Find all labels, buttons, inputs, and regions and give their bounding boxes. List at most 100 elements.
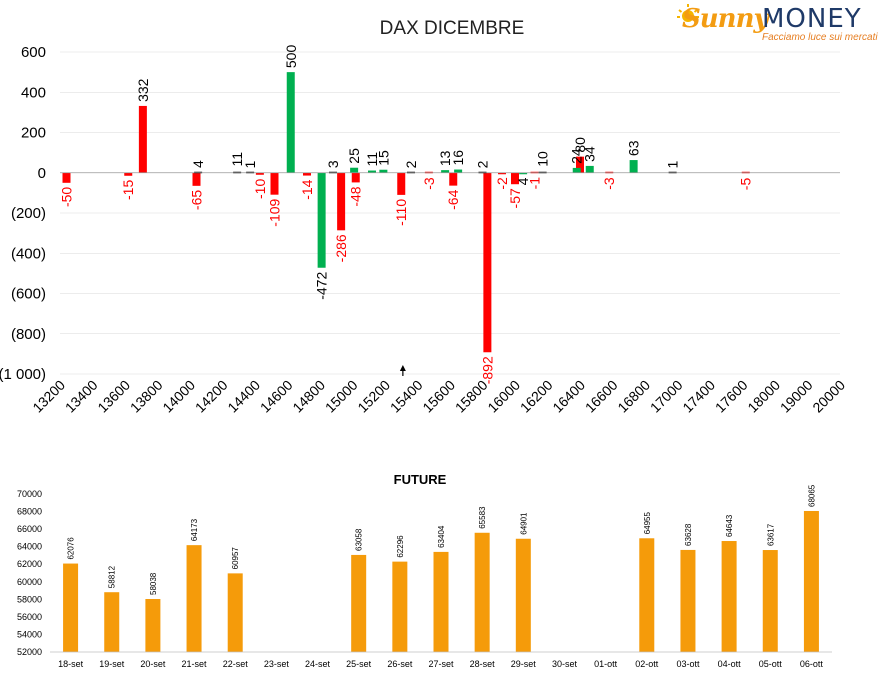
future-x-tick-label: 18-set bbox=[58, 659, 84, 669]
x-tick-label: 16800 bbox=[614, 377, 653, 416]
bar bbox=[286, 72, 295, 173]
future-x-tick-label: 29-set bbox=[511, 659, 537, 669]
x-tick-label: 17400 bbox=[679, 377, 718, 416]
bar bbox=[350, 167, 359, 173]
bar bbox=[317, 172, 326, 268]
future-x-tick-label: 24-set bbox=[305, 659, 331, 669]
data-label: 3 bbox=[325, 160, 341, 168]
data-label: -15 bbox=[120, 180, 136, 200]
future-data-label: 65583 bbox=[478, 506, 487, 529]
chart-title: DAX DICEMBRE bbox=[380, 18, 525, 39]
bar bbox=[449, 172, 458, 186]
data-label: -14 bbox=[299, 179, 315, 199]
bar bbox=[255, 172, 264, 175]
y-tick-label: 200 bbox=[21, 125, 46, 142]
future-data-label: 64901 bbox=[519, 512, 528, 535]
future-x-tick-label: 05-ott bbox=[759, 659, 783, 669]
bar bbox=[124, 172, 133, 176]
bar bbox=[337, 172, 346, 231]
data-label: 11 bbox=[229, 152, 245, 167]
x-tick-label: 16200 bbox=[517, 377, 556, 416]
logo-word-money: MONEY bbox=[762, 4, 862, 34]
data-label: -3 bbox=[601, 177, 617, 190]
future-x-tick-label: 21-set bbox=[182, 659, 208, 669]
sunny-money-logo: Sunny MONEY Facciamo luce sui mercati bbox=[676, 2, 886, 43]
y-tick-label: 0 bbox=[38, 165, 46, 182]
data-label: -50 bbox=[59, 187, 75, 207]
data-label: -3 bbox=[421, 177, 437, 190]
data-label: 10 bbox=[535, 151, 551, 167]
logo-word-sunny: Sunny bbox=[682, 4, 769, 34]
future-y-tick-label: 66000 bbox=[17, 524, 42, 534]
y-tick-label: (600) bbox=[11, 286, 46, 303]
data-label: 500 bbox=[283, 45, 299, 69]
logo-tagline: Facciamo luce sui mercati bbox=[762, 32, 878, 43]
x-tick-label: 15000 bbox=[322, 377, 361, 416]
bar bbox=[519, 172, 528, 175]
data-label: 80 bbox=[572, 137, 588, 153]
bar bbox=[585, 165, 594, 173]
x-tick-label: 14200 bbox=[192, 377, 231, 416]
data-label: 1 bbox=[242, 161, 258, 169]
x-tick-label: 17600 bbox=[712, 377, 751, 416]
future-bar bbox=[474, 532, 490, 652]
bar bbox=[62, 172, 71, 183]
future-chart: FUTURE 70000 68000 66000 64000 62000 60000 5800… bbox=[17, 472, 832, 669]
x-tick-label: 16400 bbox=[549, 377, 588, 416]
future-bar bbox=[145, 598, 161, 652]
data-label: -286 bbox=[333, 234, 349, 262]
data-label: 4 bbox=[190, 160, 206, 168]
bar bbox=[441, 170, 450, 173]
future-bar bbox=[515, 538, 531, 652]
future-y-tick-label: 60000 bbox=[17, 577, 42, 587]
x-tick-label: 14000 bbox=[159, 377, 198, 416]
y-tick-label: (400) bbox=[11, 245, 46, 262]
future-x-tick-label: 28-set bbox=[470, 659, 496, 669]
y-tick-label: (800) bbox=[11, 326, 46, 343]
future-bar bbox=[63, 563, 79, 652]
bar bbox=[454, 169, 463, 173]
future-y-tick-label: 56000 bbox=[17, 612, 42, 622]
future-x-tick-label: 03-ott bbox=[676, 659, 700, 669]
future-y-tick-label: 54000 bbox=[17, 629, 42, 639]
future-x-tick-label: 01-ott bbox=[594, 659, 618, 669]
future-x-tick-label: 25-set bbox=[346, 659, 372, 669]
future-x-tick-label: 23-set bbox=[264, 659, 290, 669]
data-label: 25 bbox=[346, 148, 362, 164]
future-data-label: 63628 bbox=[684, 523, 693, 546]
future-bar bbox=[721, 541, 737, 652]
future-bar bbox=[433, 551, 449, 652]
future-data-label: 68065 bbox=[807, 484, 816, 507]
data-label: 13 bbox=[437, 150, 453, 166]
x-tick-label: 15600 bbox=[419, 377, 458, 416]
future-data-label: 63058 bbox=[355, 528, 364, 551]
bar bbox=[138, 105, 147, 173]
future-x-tick-label: 30-set bbox=[552, 659, 578, 669]
bar bbox=[498, 172, 506, 175]
data-label: -2 bbox=[494, 177, 510, 190]
x-tick-label: 19000 bbox=[777, 377, 816, 416]
future-data-label: 58038 bbox=[149, 572, 158, 595]
x-tick-label: 17000 bbox=[647, 377, 686, 416]
data-label: -892 bbox=[479, 356, 495, 384]
bar bbox=[511, 172, 519, 185]
bar bbox=[303, 172, 311, 176]
x-tick-label: 14400 bbox=[224, 377, 263, 416]
bar bbox=[576, 156, 584, 173]
future-data-label: 64643 bbox=[725, 514, 734, 537]
y-tick-label: (200) bbox=[11, 205, 46, 222]
x-tick-label: 13800 bbox=[127, 377, 166, 416]
x-tick-label: 15400 bbox=[387, 377, 426, 416]
x-tick-label: 16600 bbox=[582, 377, 621, 416]
marker-arrow-head bbox=[399, 365, 406, 371]
data-label: 16 bbox=[450, 150, 466, 166]
bar bbox=[379, 169, 388, 173]
dax-dicembre-chart: DAX DICEMBRE 600 400 200 0 (200) (400) (600) (80… bbox=[0, 18, 848, 416]
data-label: -472 bbox=[314, 272, 330, 300]
x-tick-label: 18000 bbox=[744, 377, 783, 416]
data-label: -64 bbox=[445, 189, 461, 209]
data-label: 1 bbox=[665, 161, 681, 169]
future-y-tick-label: 64000 bbox=[17, 542, 42, 552]
data-label: 24 bbox=[569, 148, 585, 164]
